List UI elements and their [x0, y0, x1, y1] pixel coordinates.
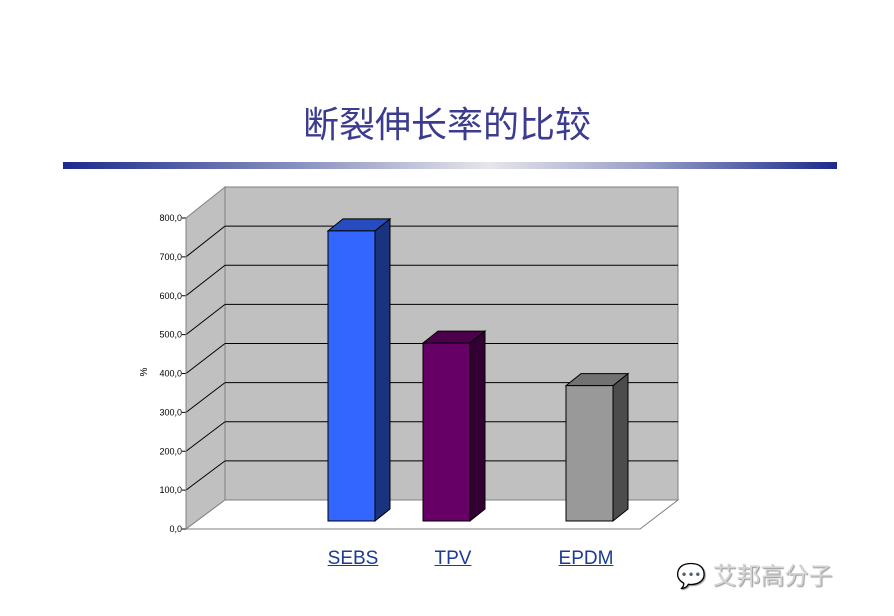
y-tick-label: 300,0: [159, 407, 182, 417]
watermark-text: 艾邦高分子: [712, 563, 833, 590]
gridline: [185, 421, 226, 452]
y-tick-label: 600,0: [159, 291, 182, 301]
category-label-tpv[interactable]: TPV: [434, 548, 472, 569]
category-label-sebs[interactable]: SEBS: [327, 548, 379, 569]
gridline: [185, 225, 226, 258]
bar-epdm: [565, 385, 614, 522]
bar-side-sebs: [374, 217, 391, 523]
title-divider: [63, 162, 837, 169]
gridline: [185, 264, 226, 297]
y-tick-label: 500,0: [159, 330, 182, 340]
watermark: 💬 艾邦高分子: [676, 556, 833, 591]
gridline: [185, 460, 226, 491]
y-tick-label: 100,0: [159, 485, 182, 495]
y-tick-label: 0,0: [169, 524, 182, 534]
y-tick-label: 700,0: [159, 252, 182, 262]
slide-title: 断裂伸长率的比较: [302, 105, 591, 146]
gridline: [185, 382, 226, 413]
gridline: [185, 343, 226, 374]
y-tick-label: 400,0: [159, 369, 182, 379]
bar-side-tpv: [469, 330, 486, 523]
y-tick-label: 800,0: [159, 213, 182, 223]
gridline: [185, 303, 226, 336]
y-axis-label: %: [139, 367, 150, 376]
category-label-epdm[interactable]: EPDM: [558, 548, 614, 569]
wechat-icon: 💬: [676, 563, 706, 590]
bar-tpv: [422, 342, 471, 522]
bar-side-epdm: [612, 372, 629, 523]
bar-sebs: [327, 230, 376, 522]
y-tick-label: 200,0: [159, 446, 182, 456]
